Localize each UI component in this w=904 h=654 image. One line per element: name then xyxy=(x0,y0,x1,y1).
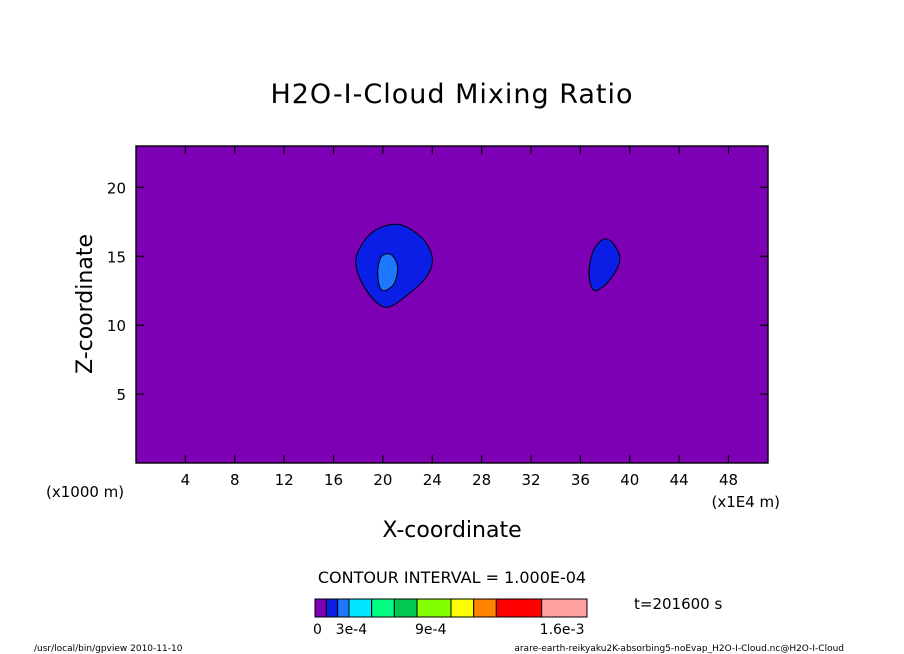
y-axis-label: Z-coordinate xyxy=(73,234,98,374)
colorbar-segment xyxy=(416,598,452,618)
x-tick-label: 24 xyxy=(423,471,442,489)
colorbar-segment xyxy=(337,598,350,618)
colorbar-label: 1.6e-3 xyxy=(540,622,585,638)
x-tick-label: 8 xyxy=(230,471,240,489)
colorbar-label: 0 xyxy=(313,622,322,638)
time-label: t=201600 s xyxy=(634,595,722,613)
colorbar-segment xyxy=(541,598,588,618)
footer-left: /usr/local/bin/gpview 2010-11-10 xyxy=(34,644,183,654)
x-tick-label: 36 xyxy=(571,471,590,489)
x-tick-label: 4 xyxy=(181,471,191,489)
colorbar-segment xyxy=(371,598,395,618)
colorbar-segment xyxy=(314,598,327,618)
plot-frame xyxy=(135,145,769,464)
x-tick-label: 40 xyxy=(620,471,639,489)
y-tick-label: 20 xyxy=(107,179,126,197)
colorbar-label: 3e-4 xyxy=(336,622,368,638)
y-tick-label: 15 xyxy=(107,248,126,266)
footer-right: arare-earth-reikyaku2K-absorbing5-noEvap… xyxy=(514,644,844,654)
x-tick-label: 44 xyxy=(670,471,689,489)
colorbar-segment xyxy=(495,598,543,618)
contour-layer xyxy=(355,223,621,308)
x-axis-label: X-coordinate xyxy=(382,518,521,543)
x-tick-label: 48 xyxy=(719,471,738,489)
contour-cloud-2 xyxy=(588,238,621,292)
colorbar-segment xyxy=(393,598,418,618)
contour-interval-label: CONTOUR INTERVAL = 1.000E-04 xyxy=(318,568,586,587)
colorbar-segment xyxy=(348,598,373,618)
x-tick-label: 12 xyxy=(275,471,294,489)
x-tick-label: 16 xyxy=(324,471,343,489)
x-tick-label: 20 xyxy=(373,471,392,489)
x-tick-label: 32 xyxy=(521,471,540,489)
x-tick-label: 28 xyxy=(472,471,491,489)
colorbar: 0 3e-4 9e-4 1.6e-3 xyxy=(313,598,588,638)
colorbar-segment xyxy=(450,598,475,618)
y-tick-label: 10 xyxy=(107,317,126,335)
x-unit-left: (x1000 m) xyxy=(46,483,124,501)
contour-cloud-1-inner xyxy=(377,253,399,292)
colorbar-segment xyxy=(325,598,339,618)
y-tick-label: 5 xyxy=(116,386,126,404)
chart-title: H2O-I-Cloud Mixing Ratio xyxy=(270,79,633,110)
x-unit-right: (x1E4 m) xyxy=(711,493,780,511)
plot-background xyxy=(136,146,768,463)
colorbar-segment xyxy=(473,598,497,618)
colorbar-label: 9e-4 xyxy=(415,622,447,638)
